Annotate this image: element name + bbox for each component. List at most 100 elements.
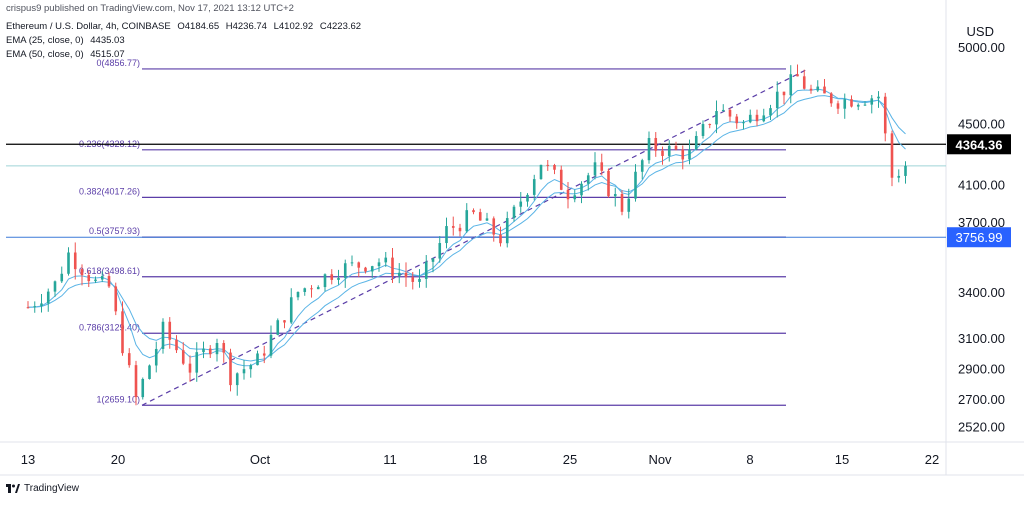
candle-body <box>553 164 556 170</box>
candle-body <box>721 109 725 112</box>
candle-body <box>667 145 671 156</box>
candle-body <box>856 104 860 107</box>
candle-body <box>829 93 833 104</box>
candle-body <box>836 103 840 109</box>
candle-body <box>208 348 212 355</box>
candle-body <box>890 133 894 178</box>
candle-body <box>26 307 30 309</box>
x-tick-label: 8 <box>746 452 753 467</box>
candle-body <box>627 198 631 212</box>
candle-body <box>377 262 381 267</box>
candle-body <box>107 276 111 287</box>
price-label-box <box>947 227 1011 248</box>
x-tick-label: 13 <box>21 452 35 467</box>
candle-body <box>46 291 50 304</box>
candle-body <box>843 99 847 109</box>
candle-body <box>478 212 482 221</box>
candle-body <box>465 210 469 232</box>
candle-body <box>586 175 590 184</box>
candle-body <box>532 179 536 195</box>
candle-body <box>249 365 253 370</box>
price-label-box <box>947 134 1011 155</box>
ema50-value: 4515.07 <box>90 49 125 60</box>
candle-body <box>424 261 428 279</box>
y-tick-label: 3400.00 <box>958 285 1005 300</box>
candle-body <box>451 226 455 228</box>
candle-body <box>775 91 779 109</box>
candle-body <box>337 277 340 280</box>
candle-body <box>316 287 320 290</box>
candle-body <box>431 258 435 262</box>
candle-body <box>850 99 853 107</box>
candle-body <box>67 252 70 274</box>
candle-body <box>708 124 712 126</box>
y-tick-label: 3700.00 <box>958 215 1005 230</box>
candle-body <box>580 183 583 196</box>
ohlc-low: L4102.92 <box>273 21 314 32</box>
candle-body <box>404 272 408 278</box>
candle-body <box>343 263 347 278</box>
brand: TradingView <box>6 483 79 494</box>
candle-body <box>235 373 239 386</box>
candle-body <box>323 274 327 288</box>
candle-body <box>647 137 651 161</box>
candle-body <box>526 194 529 202</box>
x-tick-label: Nov <box>648 452 672 467</box>
candle-body <box>634 171 637 199</box>
brand-text: TradingView <box>24 483 80 494</box>
candle-body <box>330 274 334 280</box>
candle-body <box>215 343 219 355</box>
y-tick-label: 4500.00 <box>958 117 1005 132</box>
publisher-line: crispus9 published on TradingView.com, N… <box>6 3 298 14</box>
candle-body <box>748 114 752 123</box>
candle-body <box>229 352 232 386</box>
candle-body <box>445 226 448 244</box>
symbol-text: Ethereum / U.S. Dollar, 4h, COINBASE <box>6 21 171 32</box>
candle-body <box>607 170 610 197</box>
y-tick-label: 2900.00 <box>958 361 1005 376</box>
candle-body <box>654 137 658 151</box>
candle-body <box>283 320 286 323</box>
candle-body <box>269 334 273 356</box>
candle-body <box>161 321 165 349</box>
candle-body <box>512 206 516 219</box>
candle-body <box>370 266 374 272</box>
candle-body <box>181 350 185 364</box>
candle-body <box>789 74 793 96</box>
y-tick-label: 3100.00 <box>958 331 1005 346</box>
y-tick-label: 2700.00 <box>958 392 1005 407</box>
candle-body <box>141 378 145 398</box>
ema25-label: EMA (25, close, 0) <box>6 35 84 46</box>
candle-body <box>168 321 172 340</box>
candle-body <box>472 210 475 213</box>
fib-trendline <box>141 68 809 406</box>
candle-body <box>870 98 874 105</box>
ema50-line: EMA (50, close, 0) 4515.07 <box>6 49 129 60</box>
candle-body <box>796 74 799 77</box>
candle-body <box>384 257 388 263</box>
tradingview-logo-icon <box>6 484 20 493</box>
candle-body <box>134 365 138 398</box>
candle-body <box>121 311 124 354</box>
ema50-label: EMA (50, close, 0) <box>6 49 84 60</box>
candle-body <box>505 218 509 244</box>
ema25-line: EMA (25, close, 0) 4435.03 <box>6 35 129 46</box>
candle-body <box>73 252 77 270</box>
ema50-line <box>27 95 906 362</box>
candle-body <box>613 194 617 197</box>
candle-body <box>674 145 678 150</box>
candle-body <box>188 363 192 373</box>
candle-body <box>559 169 563 190</box>
candle-body <box>661 150 664 156</box>
candle-body <box>303 288 307 292</box>
candle-body <box>640 160 644 172</box>
candle-body <box>499 234 502 244</box>
candle-body <box>816 86 820 91</box>
fib-level-label: 0.786(3129.40) <box>79 322 140 332</box>
candle-body <box>33 306 37 308</box>
x-tick-label: 11 <box>383 452 397 467</box>
candle-body <box>600 162 604 171</box>
candle-body <box>411 277 415 282</box>
x-tick-label: 15 <box>835 452 849 467</box>
